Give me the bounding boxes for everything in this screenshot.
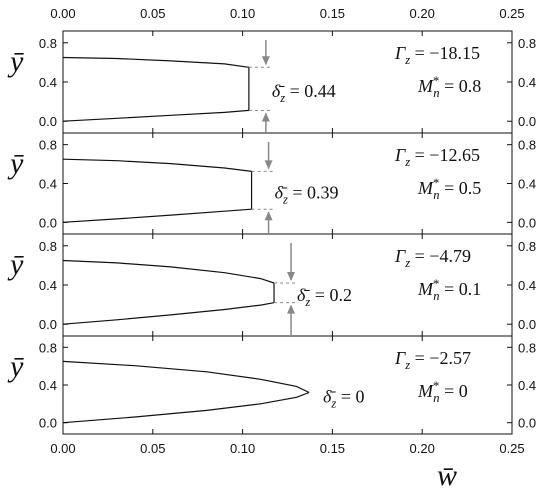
x-tick-label-top: 0.25: [499, 6, 524, 21]
y-axis-label: ȳ: [7, 248, 24, 281]
down-arrow-head: [261, 56, 270, 66]
y-tick-label-left: 0.0: [39, 416, 57, 431]
y-tick-label-right: 0.0: [518, 215, 536, 230]
lower-curve-3: [62, 302, 275, 325]
labels-layer: ȳ δ̄z = 0.44 Γz = −18.15 M* n = 0.8 ȳ δ̄z = 0.…: [7, 43, 481, 492]
y-tick-label-right: 0.8: [518, 340, 536, 355]
gamma-label: Γz = −2.57: [394, 348, 471, 372]
y-tick-label-left: 0.0: [39, 215, 57, 230]
y-tick-label-left: 0.8: [39, 36, 57, 51]
up-arrow-head: [264, 211, 273, 221]
y-tick-label-right: 0.8: [518, 36, 536, 51]
y-tick-label-right: 0.0: [518, 416, 536, 431]
x-tick-label-bottom: 0.25: [499, 441, 524, 456]
x-tick-label-top: 0.20: [410, 6, 435, 21]
y-tick-label-left: 0.0: [39, 317, 57, 332]
y-tick-label-left: 0.4: [39, 75, 57, 90]
upper-curve-4: [62, 360, 310, 394]
down-arrow-head: [287, 272, 296, 282]
gamma-label: Γz = −12.65: [394, 145, 480, 169]
ticks-layer: 0.0 0.00.4 0.40.8 0.80.0 0.00.4 0.40.8 0.80.0 0…: [39, 6, 536, 456]
y-tick-label-right: 0.0: [518, 317, 536, 332]
y-tick-label-left: 0.8: [39, 239, 57, 254]
annotations-layer: [248, 40, 298, 335]
y-tick-label-right: 0.8: [518, 138, 536, 153]
delta-label: δ̄z = 0: [323, 387, 364, 411]
delta-label: δ̄z = 0.2: [297, 285, 352, 309]
lower-curve-1: [62, 109, 249, 122]
m-label: M* n = 0.8: [417, 74, 481, 100]
x-tick-label-top: 0.00: [50, 6, 75, 21]
curves-layer: [62, 56, 310, 424]
y-tick-label-left: 0.4: [39, 378, 57, 393]
x-tick-label-top: 0.10: [230, 6, 255, 21]
upper-curve-2: [62, 158, 252, 172]
gamma-label: Γz = −18.15: [394, 43, 480, 67]
y-tick-label-left: 0.8: [39, 138, 57, 153]
x-tick-label-bottom: 0.10: [230, 441, 255, 456]
upper-curve-3: [62, 259, 275, 284]
delta-label: δ̄z = 0.39: [275, 182, 339, 206]
lower-curve-2: [62, 208, 252, 223]
y-tick-label-left: 0.0: [39, 114, 57, 129]
lower-curve-4: [62, 391, 310, 424]
x-axis-label: w̄: [437, 459, 457, 492]
y-tick-label-right: 0.4: [518, 177, 536, 192]
down-arrow-head: [264, 160, 273, 170]
y-tick-label-right: 0.4: [518, 75, 536, 90]
x-tick-label-bottom: 0.05: [140, 441, 165, 456]
m-label: M* n = 0.1: [417, 277, 481, 303]
y-tick-label-left: 0.8: [39, 340, 57, 355]
upper-curve-1: [62, 56, 249, 68]
m-label: M* n = 0.5: [417, 176, 481, 202]
y-tick-label-right: 0.4: [518, 378, 536, 393]
up-arrow-head: [287, 304, 296, 314]
y-tick-label-left: 0.4: [39, 278, 57, 293]
x-tick-label-bottom: 0.15: [320, 441, 345, 456]
m-label: M* n = 0: [417, 379, 468, 405]
y-tick-label-right: 0.4: [518, 278, 536, 293]
y-axis-label: ȳ: [7, 45, 24, 78]
delta-label: δ̄z = 0.44: [272, 81, 336, 105]
y-axis-label: ȳ: [7, 147, 24, 180]
x-tick-label-bottom: 0.20: [410, 441, 435, 456]
up-arrow-head: [261, 112, 270, 122]
y-axis-label: ȳ: [7, 350, 24, 383]
x-tick-label-top: 0.15: [320, 6, 345, 21]
x-tick-label-top: 0.05: [140, 6, 165, 21]
y-tick-label-right: 0.8: [518, 239, 536, 254]
y-tick-label-right: 0.0: [518, 114, 536, 129]
gamma-label: Γz = −4.79: [394, 246, 471, 270]
x-tick-label-bottom: 0.00: [50, 441, 75, 456]
y-tick-label-left: 0.4: [39, 177, 57, 192]
